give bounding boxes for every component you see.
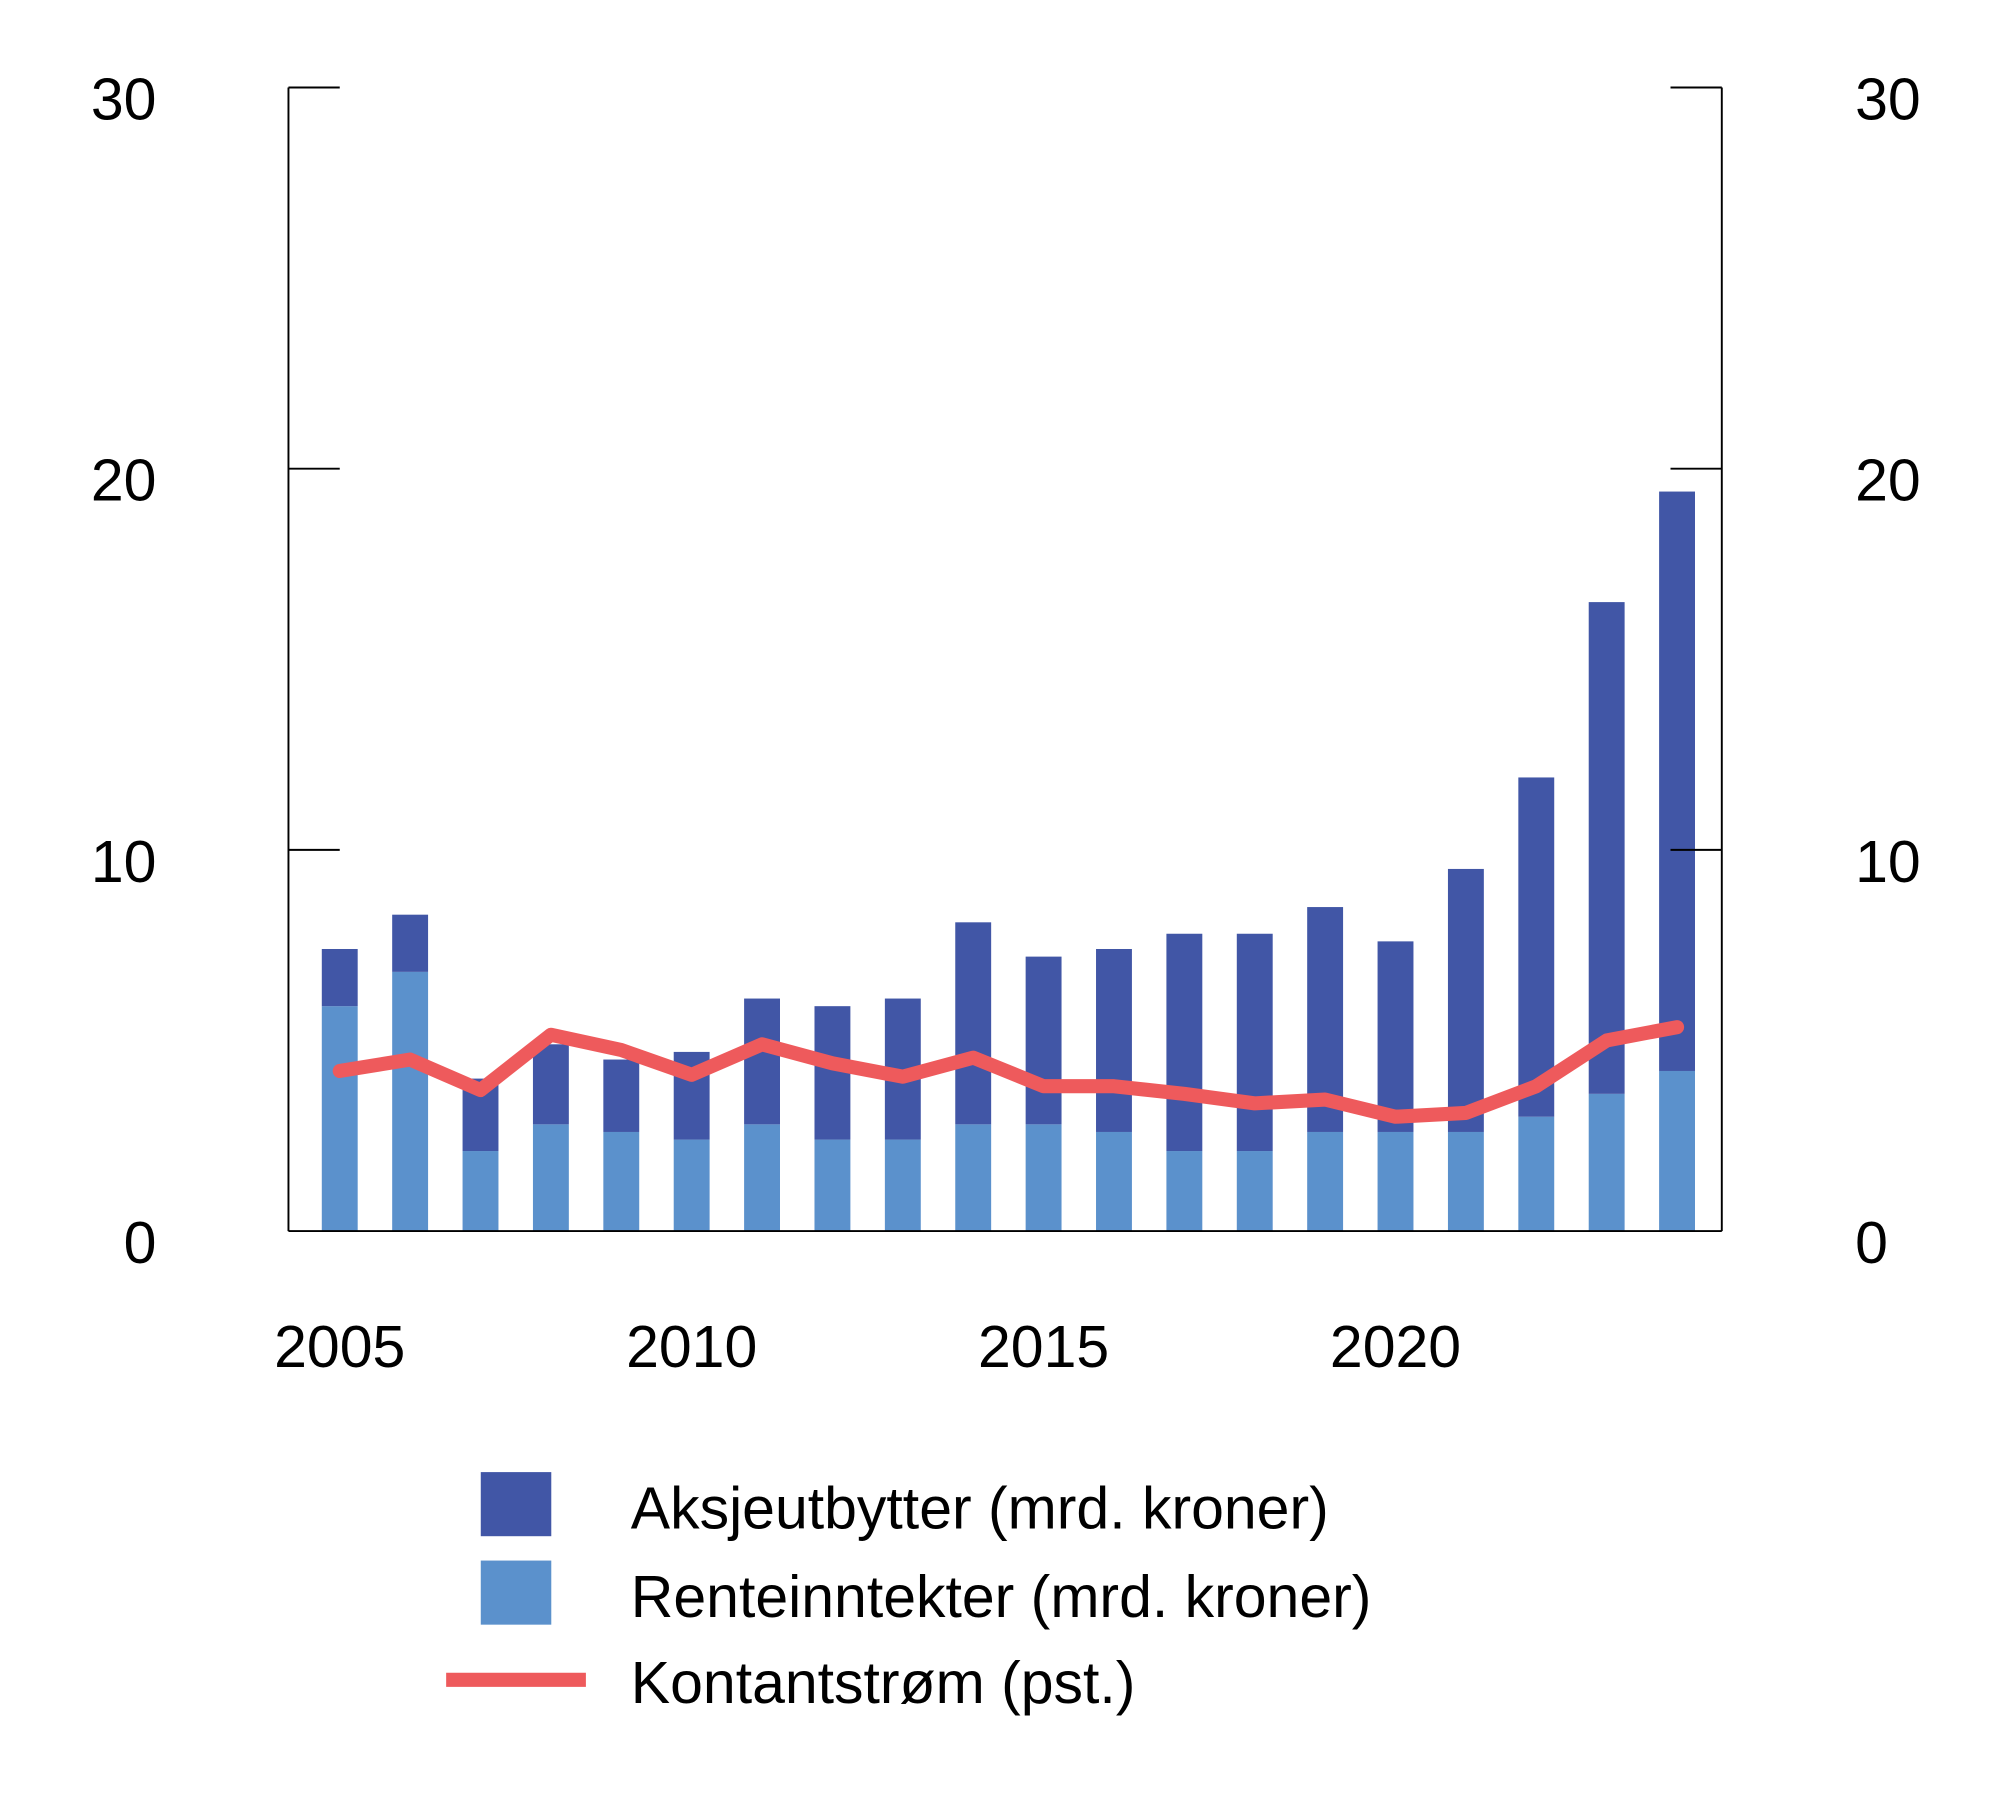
bar-renteinntekter-2014 (955, 1124, 992, 1232)
legend-swatch-aksjeutbytter (480, 1472, 552, 1537)
x-tick-label: 2020 (1330, 1315, 1461, 1380)
bar-renteinntekter-2006 (392, 971, 429, 1232)
bar-aksjeutbytter-2022 (1518, 777, 1555, 1117)
legend-label-aksjeutbytter: Aksjeutbytter (mrd. kroner) (631, 1477, 1329, 1542)
line-kontantstrom (332, 1020, 1685, 1124)
bar-renteinntekter-2019 (1307, 1131, 1344, 1232)
bar-aksjeutbytter-2008 (532, 1044, 569, 1125)
bar-renteinntekter-2024 (1659, 1070, 1695, 1232)
bar-aksjeutbytter-2021 (1447, 868, 1484, 1132)
legend-label-renteinntekter: Renteinntekter (mrd. kroner) (631, 1565, 1372, 1630)
bar-renteinntekter-2013 (884, 1139, 921, 1232)
bar-renteinntekter-2021 (1447, 1131, 1484, 1232)
left-tick-label: 30 (91, 68, 157, 133)
left-tick-label: 10 (91, 830, 157, 895)
right-tick-label: 20 (1855, 449, 1921, 514)
bar-renteinntekter-2022 (1518, 1116, 1555, 1232)
bar-renteinntekter-2018 (1236, 1151, 1273, 1232)
bar-aksjeutbytter-2024 (1659, 491, 1695, 1071)
bar-aksjeutbytter-2005 (321, 948, 358, 1007)
bar-aksjeutbytter-2017 (1166, 933, 1203, 1152)
legend-label-kontantstrom: Kontantstrøm (pst.) (631, 1651, 1136, 1716)
bar-aksjeutbytter-2023 (1588, 602, 1625, 1094)
bar-renteinntekter-2005 (321, 1006, 358, 1232)
legend-swatch-renteinntekter (480, 1560, 552, 1625)
right-tick-label: 30 (1855, 68, 1921, 133)
right-tick-label: 10 (1855, 830, 1921, 895)
bar-aksjeutbytter-2016 (1096, 948, 1132, 1132)
bar-renteinntekter-2012 (814, 1139, 851, 1232)
x-tick-label: 2005 (274, 1315, 405, 1380)
left-tick-label: 20 (91, 449, 157, 514)
bar-renteinntekter-2009 (603, 1131, 640, 1232)
bar-aksjeutbytter-2009 (603, 1059, 640, 1132)
bar-aksjeutbytter-2012 (814, 1006, 851, 1140)
left-tick-label: 0 (124, 1211, 157, 1276)
legend: Aksjeutbytter (mrd. kroner) Renteinntekt… (446, 1472, 1371, 1716)
x-tick-label: 2010 (626, 1315, 757, 1380)
bar-aksjeutbytter-2011 (744, 998, 781, 1125)
bar-renteinntekter-2008 (532, 1124, 569, 1232)
bars (321, 491, 1695, 1232)
bar-aksjeutbytter-2020 (1377, 941, 1414, 1132)
bar-aksjeutbytter-2006 (392, 914, 429, 972)
bar-aksjeutbytter-2014 (955, 922, 992, 1125)
bar-renteinntekter-2011 (744, 1124, 781, 1232)
bar-aksjeutbytter-2018 (1236, 933, 1273, 1152)
bar-renteinntekter-2017 (1166, 1151, 1203, 1232)
bar-renteinntekter-2023 (1588, 1093, 1625, 1232)
x-tick-label: 2015 (978, 1315, 1109, 1380)
bar-renteinntekter-2020 (1377, 1131, 1414, 1232)
bar-aksjeutbytter-2015 (1025, 956, 1062, 1125)
bar-renteinntekter-2016 (1096, 1131, 1132, 1232)
bar-renteinntekter-2015 (1025, 1124, 1062, 1232)
bar-renteinntekter-2007 (462, 1151, 499, 1232)
right-tick-label: 0 (1855, 1211, 1888, 1276)
line-layer (332, 1020, 1685, 1124)
bar-renteinntekter-2010 (673, 1139, 710, 1232)
